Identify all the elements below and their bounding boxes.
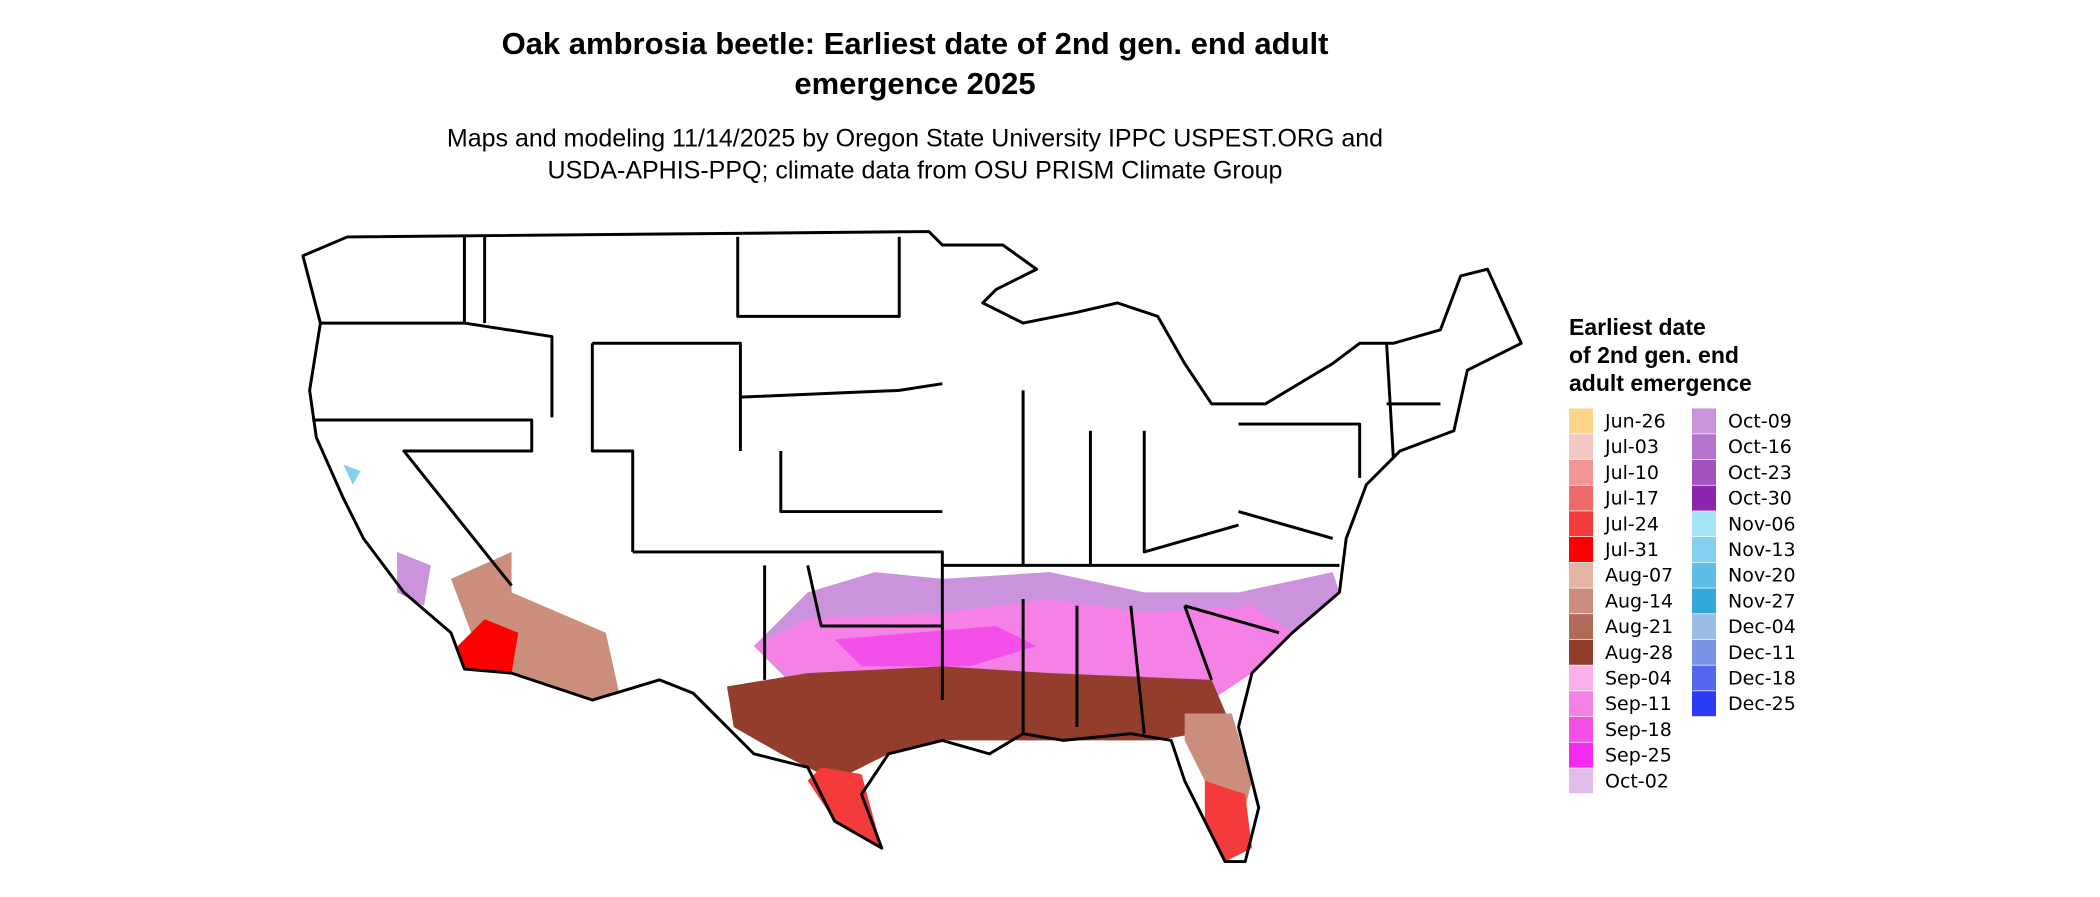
legend-swatch [1692, 537, 1716, 562]
legend-swatch [1569, 434, 1593, 460]
legend-label: Dec-25 [1728, 693, 1796, 715]
legend-swatch [1692, 485, 1716, 511]
legend-label: Oct-23 [1728, 462, 1792, 484]
legend-label: Jun-26 [1604, 411, 1666, 433]
legend: Earliest date of 2nd gen. end adult emer… [1569, 314, 1796, 794]
legend-swatch [1569, 742, 1593, 768]
legend-swatch [1692, 562, 1716, 588]
emergence-region [1204, 780, 1252, 862]
legend-label: Nov-13 [1728, 539, 1796, 561]
emergence-region [397, 551, 431, 606]
legend-label: Dec-04 [1728, 616, 1796, 638]
legend-label: Jul-03 [1604, 436, 1659, 458]
legend-title: of 2nd gen. end [1569, 342, 1739, 368]
legend-swatch [1569, 639, 1593, 665]
legend-label: Nov-20 [1728, 565, 1796, 587]
legend-title: Earliest date [1569, 314, 1706, 340]
emergence-region [834, 625, 1037, 667]
map-subtitle: USDA-APHIS-PPQ; climate data from OSU PR… [548, 157, 1283, 185]
emergence-regions [343, 464, 1340, 862]
legend-label: Sep-04 [1605, 668, 1672, 690]
legend-label: Sep-18 [1605, 719, 1672, 741]
map-title: emergence 2025 [794, 66, 1035, 101]
us-map [301, 230, 1523, 864]
legend-swatch [1569, 537, 1593, 562]
legend-swatch [1569, 665, 1593, 691]
state-borders [301, 230, 1523, 864]
emergence-region [450, 551, 620, 701]
legend-swatch [1692, 639, 1716, 665]
legend-swatch [1692, 665, 1716, 691]
us-outline [301, 230, 1523, 864]
legend-swatch [1692, 434, 1716, 460]
legend-swatch [1569, 408, 1593, 434]
legend-swatch [1692, 408, 1716, 434]
legend-swatch [1569, 716, 1593, 742]
emergence-region [457, 619, 519, 674]
legend-swatch [1569, 588, 1593, 614]
legend-swatch [1569, 562, 1593, 588]
legend-label: Dec-18 [1728, 668, 1796, 690]
map-subtitle: Maps and modeling 11/14/2025 by Oregon S… [447, 125, 1383, 153]
legend-swatch [1569, 691, 1593, 717]
legend-label: Aug-21 [1605, 616, 1673, 638]
legend-swatch [1569, 485, 1593, 511]
legend-label: Oct-02 [1605, 770, 1669, 792]
legend-label: Oct-09 [1728, 411, 1792, 433]
legend-swatch [1569, 511, 1593, 537]
legend-label: Aug-14 [1605, 590, 1673, 612]
legend-label: Oct-30 [1728, 488, 1792, 510]
legend-swatch [1692, 511, 1716, 537]
legend-label: Aug-28 [1605, 642, 1673, 664]
legend-label: Jul-31 [1604, 539, 1659, 561]
legend-swatch [1692, 614, 1716, 640]
state-lines [312, 236, 1441, 734]
emergence-region [807, 767, 882, 849]
legend-label: Jul-24 [1604, 513, 1659, 535]
legend-label: Nov-06 [1728, 513, 1796, 535]
legend-label: Aug-07 [1605, 565, 1673, 587]
legend-swatch [1569, 768, 1593, 794]
legend-label: Sep-11 [1605, 693, 1672, 715]
legend-swatch [1692, 691, 1716, 717]
legend-label: Jul-10 [1604, 462, 1659, 484]
legend-label: Jul-17 [1604, 488, 1659, 510]
legend-label: Dec-11 [1728, 642, 1796, 664]
legend-label: Oct-16 [1728, 436, 1792, 458]
map-title: Oak ambrosia beetle: Earliest date of 2n… [502, 26, 1329, 61]
legend-swatch [1569, 459, 1593, 485]
legend-swatch [1569, 614, 1593, 640]
legend-swatch [1692, 459, 1716, 485]
legend-label: Sep-25 [1605, 745, 1672, 767]
emergence-region [726, 666, 1232, 781]
emergence-region [343, 464, 361, 485]
legend-label: Nov-27 [1728, 590, 1796, 612]
legend-title: adult emergence [1569, 370, 1752, 396]
legend-swatch [1692, 588, 1716, 614]
